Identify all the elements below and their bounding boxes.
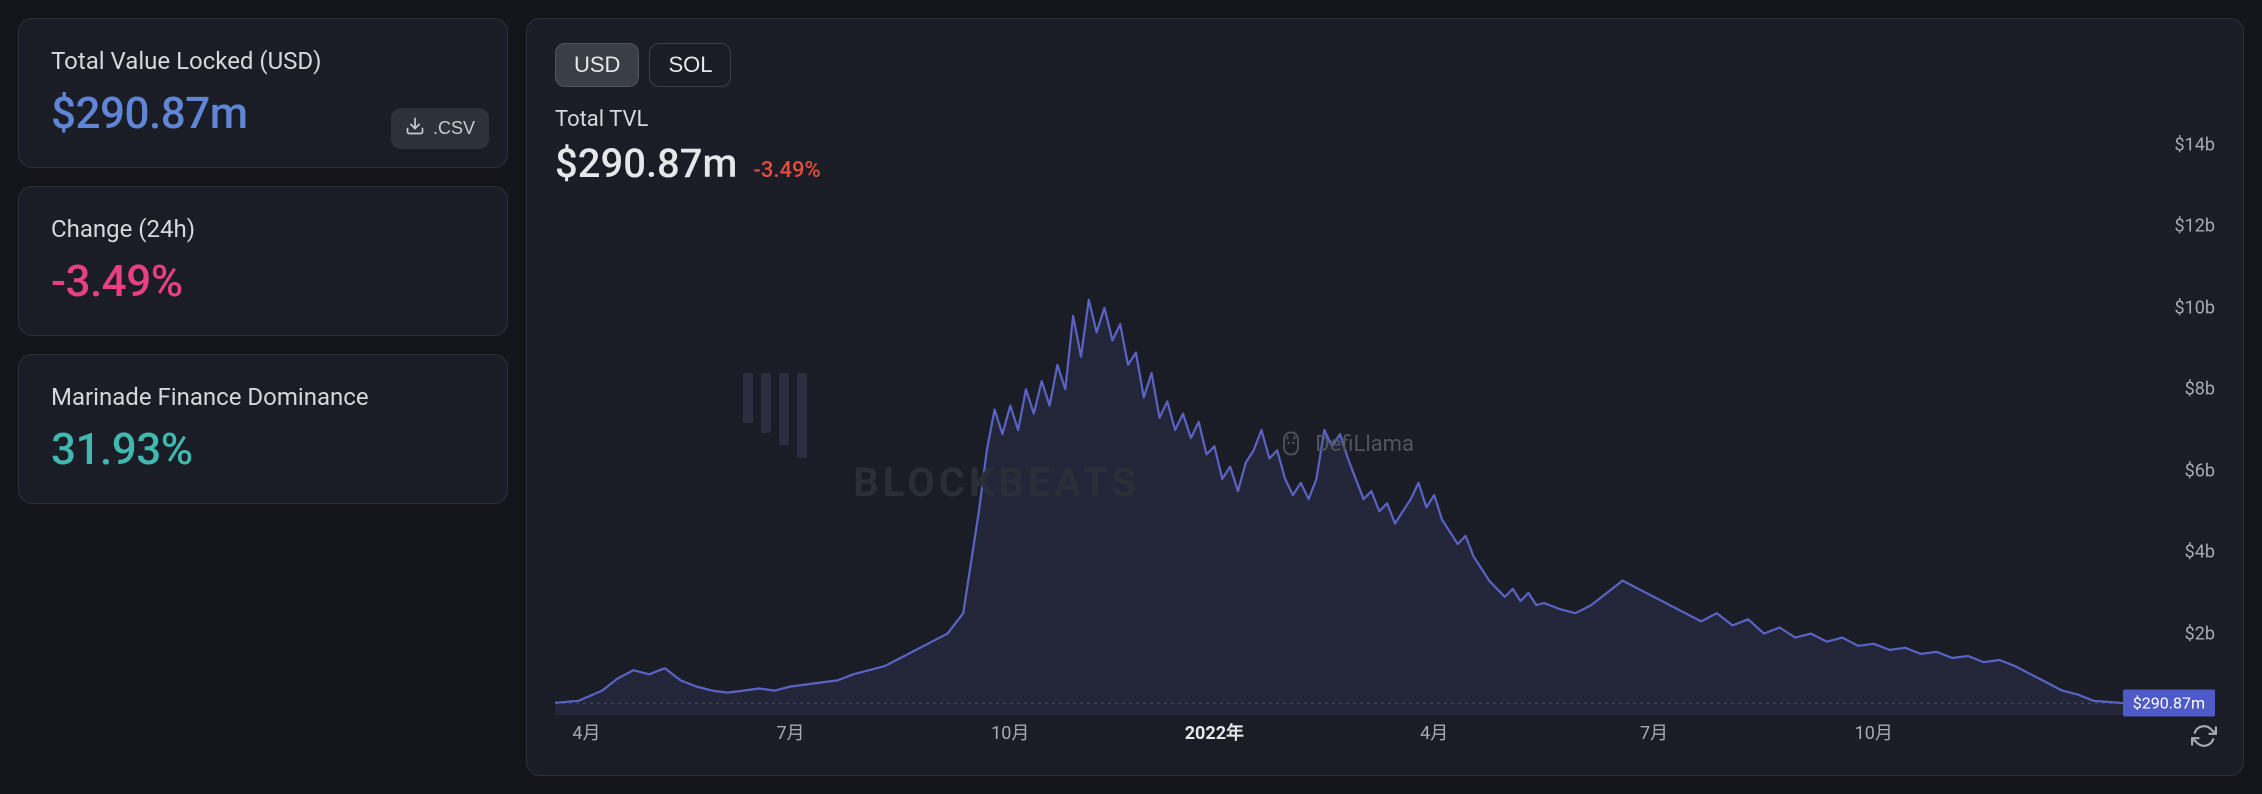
x-tick: 4月 [572, 719, 600, 745]
x-tick: 7月 [776, 719, 804, 745]
change-label: Change (24h) [51, 215, 475, 243]
y-tick: $14b [2175, 135, 2215, 156]
chart-title: Total TVL [555, 107, 2215, 132]
dominance-value: 31.93% [51, 423, 475, 475]
left-column: Total Value Locked (USD) $290.87m .CSV C… [18, 18, 508, 776]
refresh-button[interactable] [2191, 723, 2217, 753]
x-tick: 4月 [1420, 719, 1448, 745]
tab-usd[interactable]: USD [555, 43, 639, 87]
download-csv-button[interactable]: .CSV [391, 108, 489, 149]
y-axis: $14b $12b $10b $8b $6b $4b $2b [2145, 135, 2215, 715]
dominance-card: Marinade Finance Dominance 31.93% [18, 354, 508, 504]
y-tick: $8b [2185, 379, 2215, 400]
tab-sol[interactable]: SOL [649, 43, 731, 87]
y-tick: $12b [2175, 216, 2215, 237]
tvl-card: Total Value Locked (USD) $290.87m .CSV [18, 18, 508, 168]
change-card: Change (24h) -3.49% [18, 186, 508, 336]
y-tick: $10b [2175, 297, 2215, 318]
y-tick: $2b [2185, 623, 2215, 644]
tvl-line-chart [555, 135, 2215, 755]
y-tick: $6b [2185, 460, 2215, 481]
download-icon [405, 116, 425, 141]
dominance-label: Marinade Finance Dominance [51, 383, 475, 411]
x-tick: 10月 [991, 719, 1029, 745]
x-tick: 10月 [1855, 719, 1893, 745]
tvl-label: Total Value Locked (USD) [51, 47, 475, 75]
current-value-badge: $290.87m [2123, 690, 2215, 717]
change-value: -3.49% [51, 255, 475, 307]
chart-panel: USDSOL Total TVL $290.87m -3.49% $14b$12… [526, 18, 2244, 776]
x-tick: 2022年 [1185, 719, 1244, 745]
chart-area: $14b $12b $10b $8b $6b $4b $2b 4月 7月 10月 2022年 4月 7… [555, 135, 2215, 755]
currency-tabs: USDSOL [555, 43, 2215, 87]
x-axis: 4月 7月 10月 2022年 4月 7月 10月 [555, 719, 2135, 755]
x-tick: 7月 [1640, 719, 1668, 745]
csv-label: .CSV [433, 118, 475, 139]
y-tick: $4b [2185, 542, 2215, 563]
